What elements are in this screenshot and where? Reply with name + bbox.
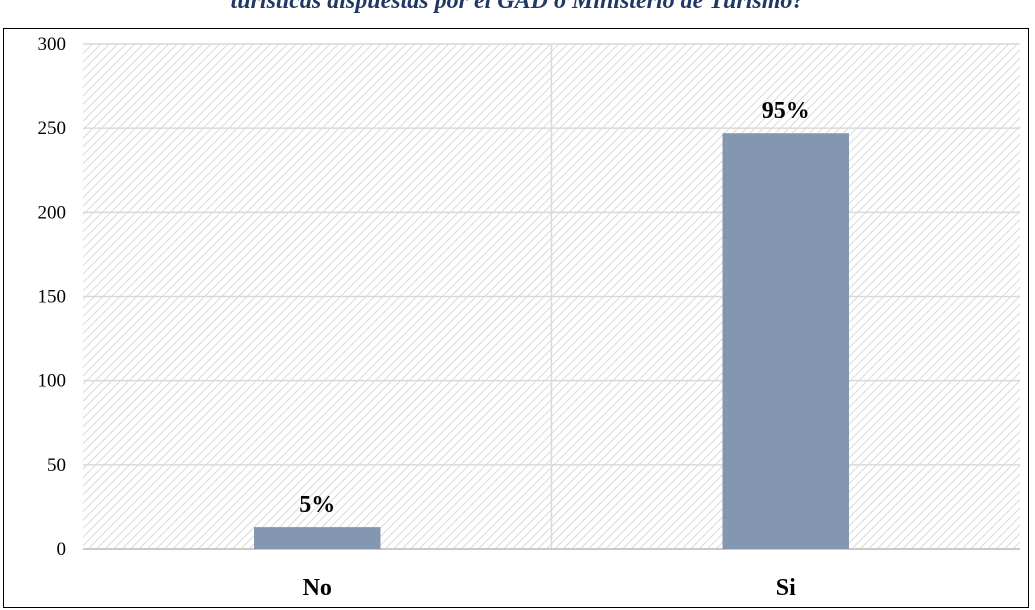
y-tick-label: 200 (38, 202, 67, 223)
data-label: 5% (299, 492, 335, 518)
bar-no (254, 527, 381, 549)
y-tick-label: 250 (38, 118, 67, 139)
x-category-label: Si (776, 575, 796, 601)
x-category-label: No (303, 575, 332, 601)
data-label: 95% (762, 98, 810, 124)
y-tick-label: 150 (38, 287, 67, 308)
y-tick-label: 0 (57, 539, 67, 560)
y-tick-label: 300 (38, 34, 67, 55)
chart-title: turísticas dispuestas por el GAD o Minis… (230, 0, 805, 14)
bar-si (722, 133, 849, 549)
y-tick-label: 100 (38, 371, 67, 392)
y-tick-label: 50 (47, 455, 66, 476)
